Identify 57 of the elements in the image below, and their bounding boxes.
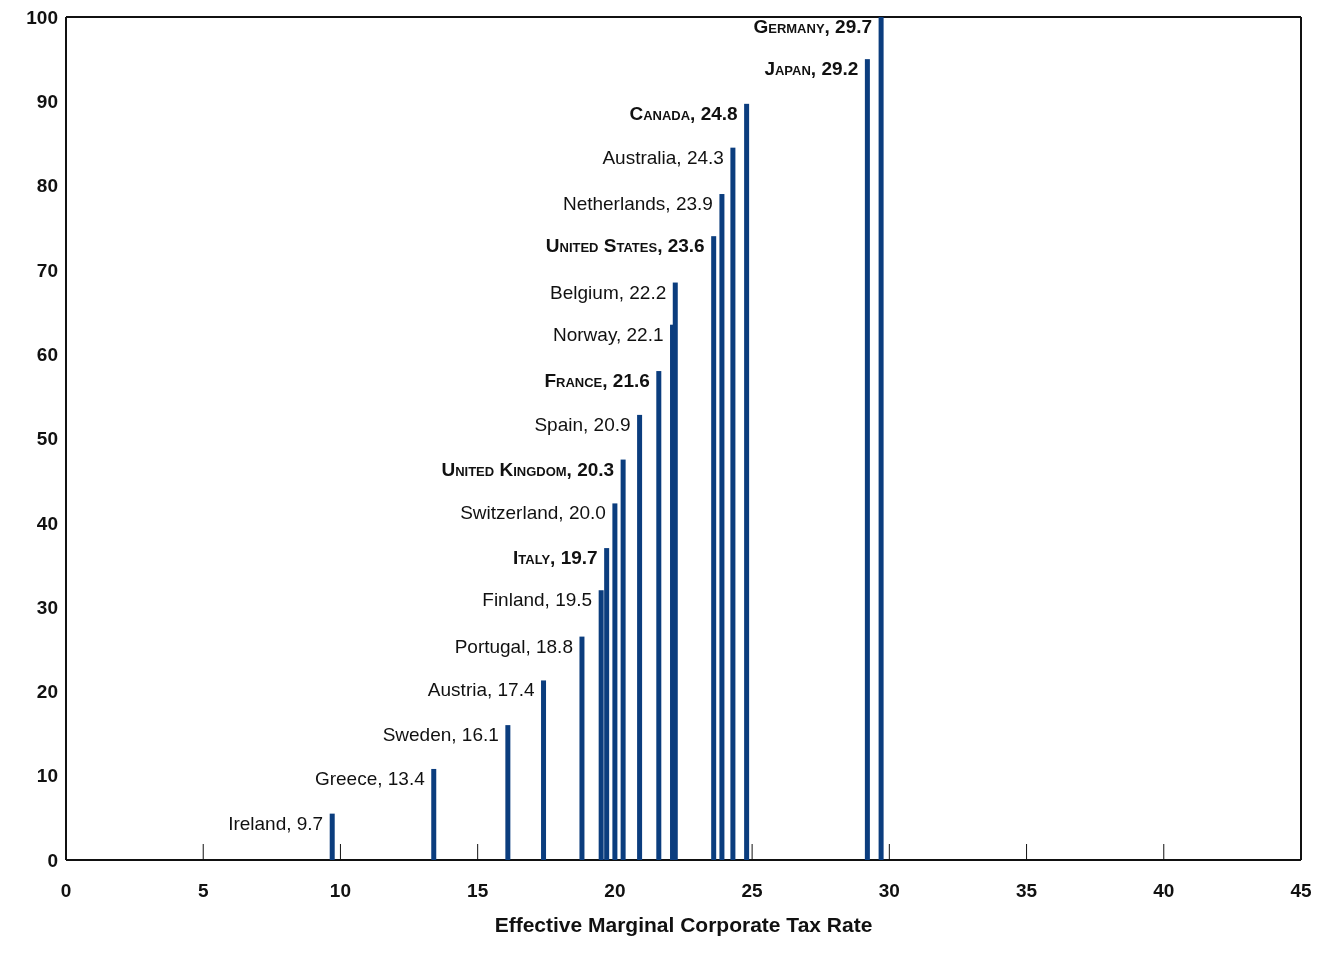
x-tick-label: 30	[878, 880, 900, 902]
annotation: Italy, 19.7	[513, 547, 598, 569]
y-tick-label: 0	[47, 849, 58, 871]
annotation: Portugal, 18.8	[454, 635, 573, 657]
y-tick-label: 50	[36, 428, 58, 450]
x-tick-label: 10	[329, 880, 352, 902]
x-tick-label: 25	[741, 880, 764, 902]
x-tick-label: 0	[60, 880, 72, 902]
bar	[672, 282, 678, 860]
bar	[878, 17, 884, 860]
y-tick-label: 40	[36, 512, 58, 534]
bar	[730, 147, 736, 860]
annotation: Canada, 24.8	[629, 102, 738, 124]
y-tick-label: 90	[36, 91, 58, 113]
annotation: United States, 23.6	[545, 235, 705, 257]
annotation: Austria, 17.4	[427, 679, 535, 701]
bar	[505, 725, 511, 860]
bar	[744, 103, 750, 860]
annotation: Australia, 24.3	[602, 146, 724, 168]
x-tick-label: 45	[1290, 880, 1312, 902]
annotation: Belgium, 22.2	[550, 281, 667, 303]
y-tick-label: 80	[36, 175, 58, 197]
x-tick-label: 5	[197, 880, 209, 902]
y-tick-label: 70	[36, 259, 58, 281]
x-tick-label: 35	[1015, 880, 1038, 902]
y-tick-label: 30	[36, 596, 58, 618]
bar	[431, 768, 437, 860]
y-tick-label: 100	[26, 6, 58, 28]
annotation: Japan, 29.2	[764, 58, 859, 80]
bar	[541, 680, 547, 860]
x-tick-label: 40	[1153, 880, 1175, 902]
y-tick-label: 10	[36, 765, 58, 787]
annotation: Germany, 29.7	[753, 16, 873, 37]
annotation: France, 21.6	[544, 370, 650, 392]
annotation: Greece, 13.4	[314, 767, 426, 789]
bar	[864, 59, 870, 860]
annotation: Spain, 20.9	[534, 413, 631, 435]
bar	[579, 636, 585, 860]
bar	[329, 813, 335, 860]
x-tick-label: 20	[604, 880, 626, 902]
annotation: Switzerland, 20.0	[460, 502, 606, 524]
annotation: Finland, 19.5	[482, 589, 593, 611]
annotation: Norway, 22.1	[552, 323, 664, 345]
annotation: Ireland, 9.7	[228, 812, 324, 834]
annotation: Netherlands, 23.9	[562, 193, 713, 215]
y-tick-label: 20	[36, 681, 58, 703]
x-tick-label: 15	[467, 880, 489, 902]
x-axis-title: Effective Marginal Corporate Tax Rate	[494, 913, 873, 936]
annotation: United Kingdom, 20.3	[441, 458, 615, 480]
bar	[711, 236, 717, 860]
bar	[656, 371, 662, 860]
annotation: Sweden, 16.1	[382, 724, 499, 746]
y-tick-label: 60	[36, 343, 58, 365]
bar	[612, 503, 618, 860]
bar	[637, 414, 643, 860]
bar	[719, 194, 725, 860]
bar	[620, 459, 626, 860]
